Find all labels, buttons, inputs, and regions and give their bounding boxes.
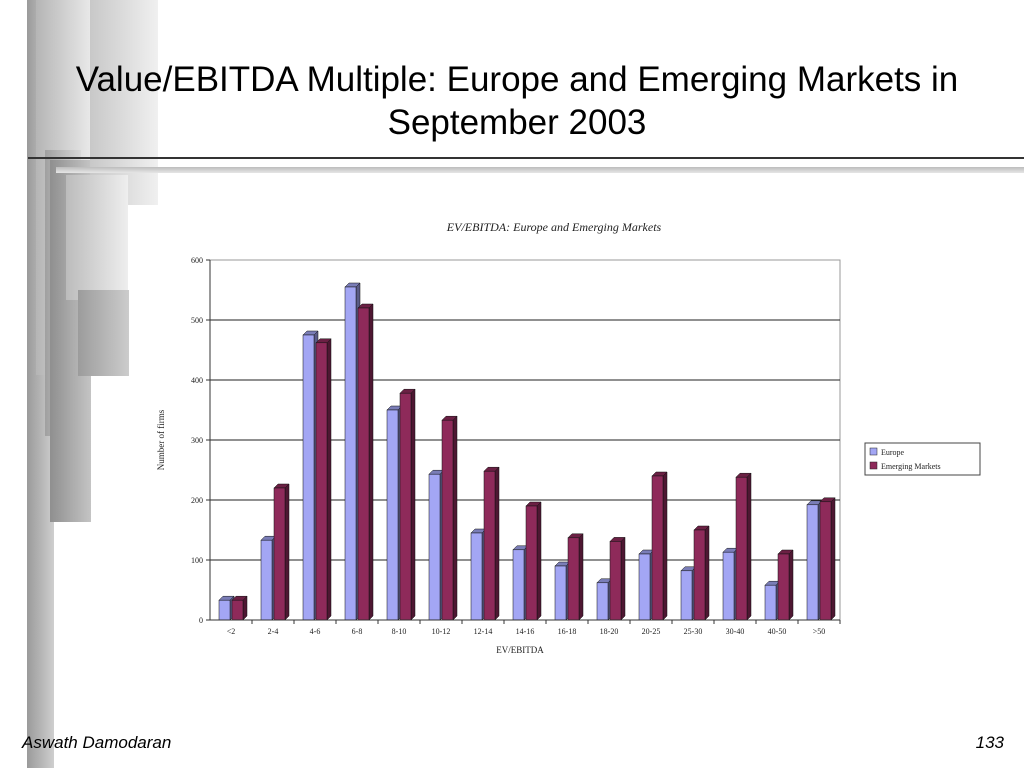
bar-emerging-markets-8 [567,533,584,621]
y-tick-label-3: 300 [191,436,203,445]
x-tick-label-4: 8-10 [392,627,407,636]
y-tick-label-5: 500 [191,316,203,325]
decor-bar-7 [78,290,129,376]
x-tick-label-13: 40-50 [768,627,787,636]
title-underline [28,157,1024,159]
legend-box [864,442,981,476]
bar-emerging-markets-13 [777,549,794,621]
bar-emerging-markets-14 [819,497,836,621]
bar-emerging-markets-2 [315,338,332,621]
legend-label-emerging-markets: Emerging Markets [881,462,941,471]
x-tick-label-2: 4-6 [310,627,321,636]
slide-title: Value/EBITDA Multiple: Europe and Emergi… [75,60,959,142]
x-tick-label-0: <2 [227,627,236,636]
x-axis-label: EV/EBITDA [496,645,544,655]
y-tick-label-1: 100 [191,556,203,565]
title-underline-shadow [56,167,1024,173]
y-tick-label-0: 0 [199,616,203,625]
x-tick-label-7: 14-16 [516,627,535,636]
bars [218,282,836,621]
y-axis-label: Number of firms [156,409,166,470]
y-axis-ticks: 0 100 200 300 400 500 600 [191,256,210,625]
x-tick-label-10: 20-25 [642,627,661,636]
x-tick-label-11: 25-30 [684,627,703,636]
legend-swatch-europe [869,447,878,456]
x-tick-label-1: 2-4 [268,627,279,636]
x-tick-label-12: 30-40 [726,627,745,636]
bar-emerging-markets-4 [399,388,416,621]
bar-emerging-markets-7 [525,501,542,621]
decor-bar-6 [66,175,128,300]
x-tick-label-14: >50 [813,627,826,636]
footer-page-number: 133 [975,733,1004,752]
y-tick-label-4: 400 [191,376,203,385]
bar-emerging-markets-11 [693,525,710,621]
bar-emerging-markets-5 [441,415,458,621]
x-tick-label-5: 10-12 [432,627,451,636]
x-tick-label-8: 16-18 [558,627,577,636]
footer-author: Aswath Damodaran [22,733,172,752]
legend: Europe Emerging Markets [864,442,981,476]
bar-emerging-markets-12 [735,472,752,621]
bar-emerging-markets-1 [273,483,290,621]
bar-emerging-markets-3 [357,303,374,621]
x-tick-label-9: 18-20 [600,627,619,636]
y-tick-label-2: 200 [191,496,203,505]
bar-emerging-markets-6 [483,466,500,621]
chart: EV/EBITDA: Europe and Emerging Markets 0… [156,220,981,655]
x-tick-label-3: 6-8 [352,627,363,636]
y-tick-label-6: 600 [191,256,203,265]
bar-emerging-markets-9 [609,536,626,621]
legend-label-europe: Europe [881,448,905,457]
chart-title: EV/EBITDA: Europe and Emerging Markets [446,220,662,234]
x-tick-label-6: 12-14 [474,627,493,636]
bar-emerging-markets-10 [651,471,668,621]
x-axis-ticks: <2 2-4 4-6 6-8 8-10 10-12 12-14 14-16 16-18 18-20… [227,620,841,636]
bar-emerging-markets-0 [231,595,248,621]
legend-swatch-emerging-markets [869,461,878,470]
